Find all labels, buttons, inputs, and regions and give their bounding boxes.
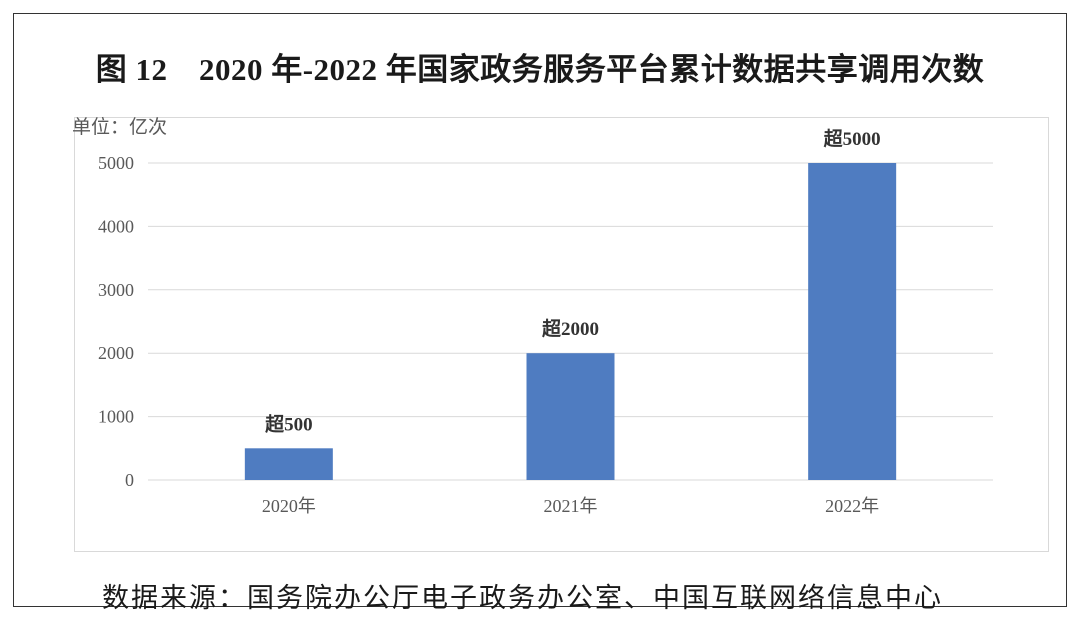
data-labels: 超500 超2000 超5000 — [264, 127, 881, 435]
source-note: 数据来源：国务院办公厅电子政务办公室、中国互联网络信息中心 — [102, 583, 943, 614]
bars — [244, 163, 897, 480]
y-tick-label: 0 — [125, 470, 134, 490]
bar — [808, 163, 897, 480]
y-tick-label: 1000 — [98, 407, 134, 427]
y-axis-unit-label: 单位：亿次 — [72, 116, 167, 138]
x-tick-label: 2022年 — [825, 496, 879, 516]
y-tick-label: 4000 — [98, 216, 134, 236]
data-label: 超5000 — [823, 127, 881, 150]
bar — [526, 353, 615, 480]
y-tick-label: 2000 — [98, 343, 134, 363]
data-label: 超2000 — [541, 317, 599, 340]
chart-area-border — [74, 117, 1049, 552]
y-tick-labels: 0 1000 2000 3000 4000 5000 — [98, 153, 134, 490]
x-tick-labels: 2020年 2021年 2022年 — [262, 496, 879, 516]
data-label: 超500 — [264, 412, 313, 435]
x-tick-label: 2020年 — [262, 496, 316, 516]
x-tick-label: 2021年 — [544, 496, 598, 516]
y-tick-label: 5000 — [98, 153, 134, 173]
bar — [244, 448, 333, 480]
figure-title: 图 12 2020 年-2022 年国家政务服务平台累计数据共享调用次数 — [95, 52, 985, 87]
y-tick-label: 3000 — [98, 280, 134, 300]
